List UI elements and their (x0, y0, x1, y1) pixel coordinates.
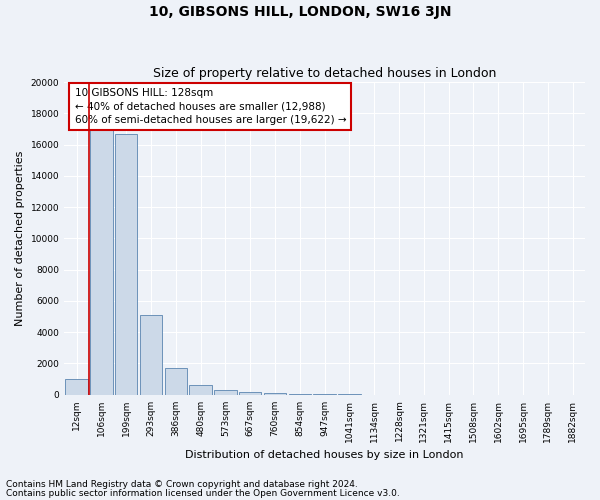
Bar (214, 390, 236, 394)
X-axis label: Distribution of detached houses by size in London: Distribution of detached houses by size … (185, 450, 464, 460)
Text: 10, GIBSONS HILL, LONDON, SW16 3JN: 10, GIBSONS HILL, LONDON, SW16 3JN (149, 5, 451, 19)
Bar (115, 134, 137, 394)
Bar (140, 315, 162, 394)
Bar (90, 126, 113, 394)
Y-axis label: Number of detached properties: Number of detached properties (15, 150, 25, 326)
Bar (164, 368, 187, 394)
Text: Contains public sector information licensed under the Open Government Licence v3: Contains public sector information licen… (6, 488, 400, 498)
Text: 10 GIBSONS HILL: 128sqm
← 40% of detached houses are smaller (12,988)
60% of sem: 10 GIBSONS HILL: 128sqm ← 40% of detache… (74, 88, 346, 124)
Bar (264, 393, 286, 394)
Bar (65, 379, 88, 394)
Title: Size of property relative to detached houses in London: Size of property relative to detached ho… (153, 66, 496, 80)
Bar (239, 392, 262, 394)
Text: Contains HM Land Registry data © Crown copyright and database right 2024.: Contains HM Land Registry data © Crown c… (6, 480, 358, 489)
Bar (190, 386, 212, 394)
